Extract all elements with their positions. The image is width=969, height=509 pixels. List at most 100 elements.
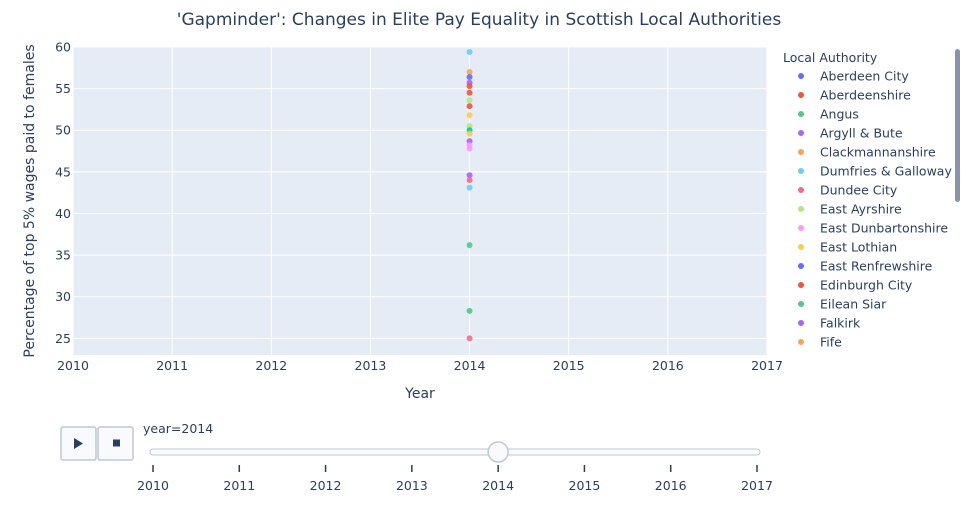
legend-marker — [798, 149, 804, 155]
y-tick-label: 30 — [55, 289, 71, 304]
x-tick-label: 2012 — [255, 358, 287, 373]
legend-title: Local Authority — [783, 50, 878, 65]
data-point[interactable] — [466, 172, 473, 179]
slider-handle[interactable] — [487, 441, 509, 463]
legend-label: Dumfries & Galloway — [820, 164, 952, 179]
legend-label: Argyll & Bute — [820, 126, 903, 141]
legend-item[interactable]: East Ayrshire — [798, 202, 902, 217]
legend-label: Edinburgh City — [820, 278, 913, 293]
slider-rail[interactable] — [149, 448, 761, 456]
legend-scrollbar[interactable] — [955, 49, 960, 202]
legend-item[interactable]: Aberdeen City — [798, 69, 909, 84]
legend-label: East Ayrshire — [820, 202, 902, 217]
y-tick-label: 35 — [55, 248, 71, 263]
y-axis-ticks: 25 30 35 40 45 50 55 60 — [55, 40, 71, 346]
x-axis-title: Year — [404, 386, 435, 402]
data-point[interactable] — [466, 123, 473, 130]
legend-item[interactable]: Clackmannanshire — [798, 145, 936, 160]
legend-marker — [798, 263, 804, 269]
legend-marker — [798, 339, 804, 345]
data-point[interactable] — [466, 89, 473, 96]
x-axis-ticks: 2010 2011 2012 2013 2014 2015 2016 2017 — [57, 358, 783, 373]
x-tick-label: 2017 — [751, 358, 783, 373]
play-button[interactable] — [60, 426, 97, 461]
play-icon — [74, 438, 83, 449]
legend-item[interactable]: Argyll & Bute — [798, 126, 903, 141]
y-axis-title: Percentage of top 5% wages paid to femal… — [22, 44, 38, 357]
slider-tick-label[interactable]: 2017 — [741, 478, 773, 493]
legend-label: East Renfrewshire — [820, 259, 933, 274]
legend[interactable]: Local Authority Aberdeen City Aberdeenshi… — [783, 50, 952, 350]
slider-tick-label[interactable]: 2013 — [396, 478, 428, 493]
legend-item[interactable]: Aberdeenshire — [798, 88, 911, 103]
legend-marker — [798, 168, 804, 174]
legend-marker — [798, 130, 804, 136]
legend-marker — [798, 225, 804, 231]
x-tick-label: 2013 — [355, 358, 387, 373]
slider-ticks: 2010 2011 2012 2013 2014 2015 2016 2017 — [137, 465, 773, 493]
data-point[interactable] — [466, 130, 473, 137]
legend-item[interactable]: East Dunbartonshire — [798, 221, 948, 236]
stop-button[interactable] — [97, 426, 134, 461]
chart-title: 'Gapminder': Changes in Elite Pay Equali… — [177, 10, 782, 30]
y-tick-label: 40 — [55, 206, 71, 221]
legend-item[interactable]: East Renfrewshire — [798, 259, 933, 274]
x-tick-label: 2011 — [156, 358, 188, 373]
y-tick-label: 55 — [55, 81, 71, 96]
data-point[interactable] — [466, 184, 473, 191]
y-tick-label: 50 — [55, 123, 71, 138]
legend-marker — [798, 244, 804, 250]
plot-background — [73, 47, 767, 355]
x-tick-label: 2014 — [454, 358, 486, 373]
stop-icon — [113, 439, 120, 447]
data-point[interactable] — [466, 177, 473, 184]
grid-lines — [72, 46, 768, 355]
legend-item[interactable]: Edinburgh City — [798, 278, 913, 293]
legend-item[interactable]: Falkirk — [798, 316, 861, 331]
legend-item[interactable]: Angus — [798, 107, 859, 122]
slider-tick-label[interactable]: 2010 — [137, 478, 169, 493]
data-point[interactable] — [466, 145, 473, 152]
slider-tick-label[interactable]: 2011 — [223, 478, 255, 493]
legend-marker — [798, 111, 804, 117]
y-tick-label: 60 — [55, 40, 71, 55]
slider-tick-label[interactable]: 2016 — [655, 478, 687, 493]
legend-marker — [798, 320, 804, 326]
data-point[interactable] — [466, 68, 473, 75]
legend-item[interactable]: Eilean Siar — [798, 297, 887, 312]
legend-marker — [798, 73, 804, 79]
data-point[interactable] — [466, 138, 473, 145]
data-point[interactable] — [466, 73, 473, 80]
legend-item[interactable]: East Lothian — [798, 240, 897, 255]
data-point[interactable] — [466, 83, 473, 90]
legend-marker — [798, 301, 804, 307]
data-points[interactable] — [466, 48, 473, 342]
data-point[interactable] — [466, 48, 473, 55]
legend-item[interactable]: Dundee City — [798, 183, 898, 198]
legend-label: Angus — [820, 107, 859, 122]
legend-label: East Lothian — [820, 240, 897, 255]
slider-tick-label[interactable]: 2014 — [482, 478, 514, 493]
legend-label: Dundee City — [820, 183, 898, 198]
data-point[interactable] — [466, 242, 473, 249]
slider-tick-label[interactable]: 2015 — [569, 478, 601, 493]
legend-marker — [798, 206, 804, 212]
data-point[interactable] — [466, 307, 473, 314]
legend-marker — [798, 92, 804, 98]
legend-item[interactable]: Fife — [798, 335, 842, 350]
slider-tick-label[interactable]: 2012 — [310, 478, 342, 493]
legend-label: Aberdeenshire — [820, 88, 911, 103]
legend-label: Clackmannanshire — [820, 145, 936, 160]
y-tick-label: 25 — [55, 331, 71, 346]
data-point[interactable] — [466, 103, 473, 110]
legend-label: Aberdeen City — [820, 69, 909, 84]
y-tick-label: 45 — [55, 164, 71, 179]
legend-marker — [798, 187, 804, 193]
legend-item[interactable]: Dumfries & Galloway — [798, 164, 952, 179]
data-point[interactable] — [466, 112, 473, 119]
legend-marker — [798, 282, 804, 288]
data-point[interactable] — [466, 97, 473, 104]
data-point[interactable] — [466, 335, 473, 342]
legend-label: East Dunbartonshire — [820, 221, 948, 236]
